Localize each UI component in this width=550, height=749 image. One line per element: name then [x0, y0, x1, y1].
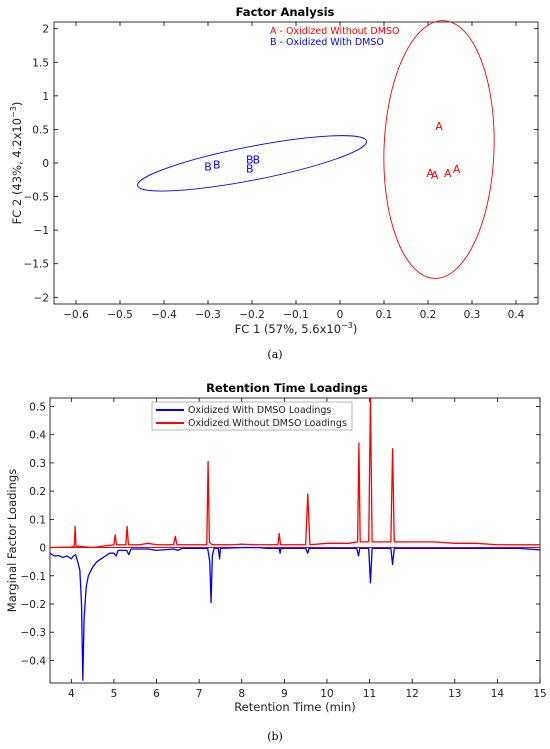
- chart-b-legend-entry-with-dmso: Oxidized With DMSO Loadings: [188, 405, 331, 416]
- chart-a-x-tick-label: −0.1: [283, 309, 309, 321]
- chart-a-y-tick-label: 0.5: [32, 124, 49, 136]
- chart-b-series-with-dmso: [49, 546, 541, 681]
- chart-a-x-tick-label: −0.3: [195, 309, 221, 321]
- chart-b-x-tick-label: 7: [196, 688, 203, 700]
- chart-a-x-tick-label: −0.6: [63, 309, 89, 321]
- chart-b-y-tick-label: −0.4: [21, 655, 47, 667]
- chart-b-legend-entry-without-dmso: Oxidized Without DMSO Loadings: [188, 418, 347, 429]
- chart-a-x-tick-label: −0.5: [107, 309, 133, 321]
- chart-b-plot-area: [49, 397, 541, 684]
- chart-a-point-b: B: [246, 162, 254, 175]
- chart-a-y-axis-label: FC 2 (43%, 4.2x10−3): [9, 102, 24, 225]
- chart-b-y-tick-label: 0.3: [29, 458, 46, 470]
- chart-b-x-tick-label: 5: [111, 688, 118, 700]
- chart-a-x-tick-label: 0.3: [464, 309, 481, 321]
- chart-a-x-tick-label: 0: [337, 309, 344, 321]
- chart-b-x-tick-label: 12: [405, 688, 418, 700]
- chart-a-x-tick-label: −0.4: [151, 309, 177, 321]
- chart-a-point-a: A: [431, 169, 439, 182]
- factor-analysis-chart: Factor Analysis −0.6 −0.5 −0.4 −0.3 −0.2 −0.1…: [9, 5, 539, 361]
- chart-a-plot-area: [53, 21, 539, 305]
- chart-a-y-tick-label: −0.5: [24, 192, 50, 204]
- chart-b-legend: Oxidized With DMSO Loadings Oxidized Wit…: [151, 401, 353, 431]
- chart-b-x-tick-label: 14: [491, 688, 505, 700]
- chart-b-legend-box: [151, 401, 353, 431]
- chart-b-x-axis-label: Retention Time (min): [234, 700, 356, 714]
- chart-a-y-tick-label: 1.5: [32, 57, 49, 69]
- chart-b-title: Retention Time Loadings: [206, 381, 368, 395]
- chart-b-x-tick-label: 13: [448, 688, 461, 700]
- chart-a-x-axis-label: FC 1 (57%, 5.6x10−3): [235, 321, 358, 336]
- chart-a-y-tick-label: −2: [34, 292, 49, 304]
- chart-a-x-tick-label: 0.2: [420, 309, 437, 321]
- chart-b-y-tick-label: 0: [39, 543, 46, 555]
- chart-b-series-without-dmso: [49, 397, 540, 549]
- chart-b-x-tick-label: 9: [281, 688, 288, 700]
- chart-b-x-ticks: 4 5 6 7 8 9 10 11 12 13 14 15: [68, 398, 547, 700]
- chart-a-y-tick-label: −1.5: [24, 259, 50, 271]
- chart-a-x-tick-label: 0.1: [376, 309, 393, 321]
- chart-a-title: Factor Analysis: [236, 5, 335, 19]
- chart-b-caption: (b): [267, 730, 283, 743]
- chart-b-x-tick-label: 11: [363, 688, 376, 700]
- chart-a-point-b: B: [246, 154, 254, 167]
- chart-a-y-tick-label: 1: [42, 91, 49, 103]
- chart-b-x-tick-label: 15: [533, 688, 546, 700]
- chart-a-ellipse-b: [137, 135, 367, 192]
- chart-a-x-tick-label: 0.4: [508, 309, 525, 321]
- chart-a-point-b: B: [253, 154, 261, 167]
- chart-b-y-tick-label: 0.5: [29, 401, 46, 413]
- chart-a-point-b: B: [213, 158, 221, 171]
- chart-b-x-tick-label: 10: [320, 688, 333, 700]
- chart-b-x-tick-label: 8: [238, 688, 245, 700]
- chart-a-y-tick-label: −1: [34, 225, 49, 237]
- chart-b-y-tick-label: 0.4: [29, 430, 46, 442]
- chart-a-confidence-ellipses: [137, 20, 495, 279]
- chart-a-legend-entry-a: A - Oxidized Without DMSO: [270, 26, 399, 37]
- chart-a-ellipse-a: [383, 20, 495, 279]
- chart-b-y-tick-label: 0.2: [29, 486, 46, 498]
- chart-b-y-tick-label: −0.3: [21, 627, 47, 639]
- chart-b-y-tick-label: −0.2: [21, 599, 47, 611]
- chart-a-point-a: A: [453, 163, 461, 176]
- chart-a-y-tick-label: 2: [42, 24, 49, 36]
- chart-a-legend: A - Oxidized Without DMSO B - Oxidized W…: [270, 26, 399, 48]
- chart-b-y-ticks: −0.4 −0.3 −0.2 −0.1 0 0.1 0.2 0.3 0.4 0.5: [21, 401, 540, 667]
- chart-b-x-tick-label: 6: [153, 688, 160, 700]
- chart-a-point-a: A: [426, 167, 434, 180]
- chart-a-point-a: A: [444, 167, 452, 180]
- chart-a-point-b: B: [204, 160, 212, 173]
- chart-a-x-ticks: −0.6 −0.5 −0.4 −0.3 −0.2 −0.1 0 0.1 0.2 0.3 0.4: [63, 22, 525, 321]
- chart-b-y-axis-label: Marginal Factor Loadings: [5, 469, 19, 612]
- chart-a-y-tick-label: 0: [42, 158, 49, 170]
- chart-b-y-tick-label: 0.1: [29, 514, 46, 526]
- chart-a-x-tick-label: −0.2: [239, 309, 265, 321]
- chart-a-y-ticks: −2 −1.5 −1 −0.5 0 0.5 1 1.5 2: [24, 24, 538, 304]
- chart-a-legend-entry-b: B - Oxidized With DMSO: [270, 37, 384, 48]
- chart-b-y-tick-label: −0.1: [21, 571, 47, 583]
- chart-a-caption: (a): [267, 348, 282, 361]
- chart-b-series-lines: [49, 397, 541, 681]
- chart-b-x-tick-label: 4: [68, 688, 75, 700]
- chart-a-points: AAA A AB B B BB: [204, 120, 461, 182]
- retention-time-loadings-chart: Retention Time Loadings 4 5 6 7 8 9 10 11 12 13 14…: [5, 381, 547, 743]
- chart-a-point-a: A: [435, 120, 443, 133]
